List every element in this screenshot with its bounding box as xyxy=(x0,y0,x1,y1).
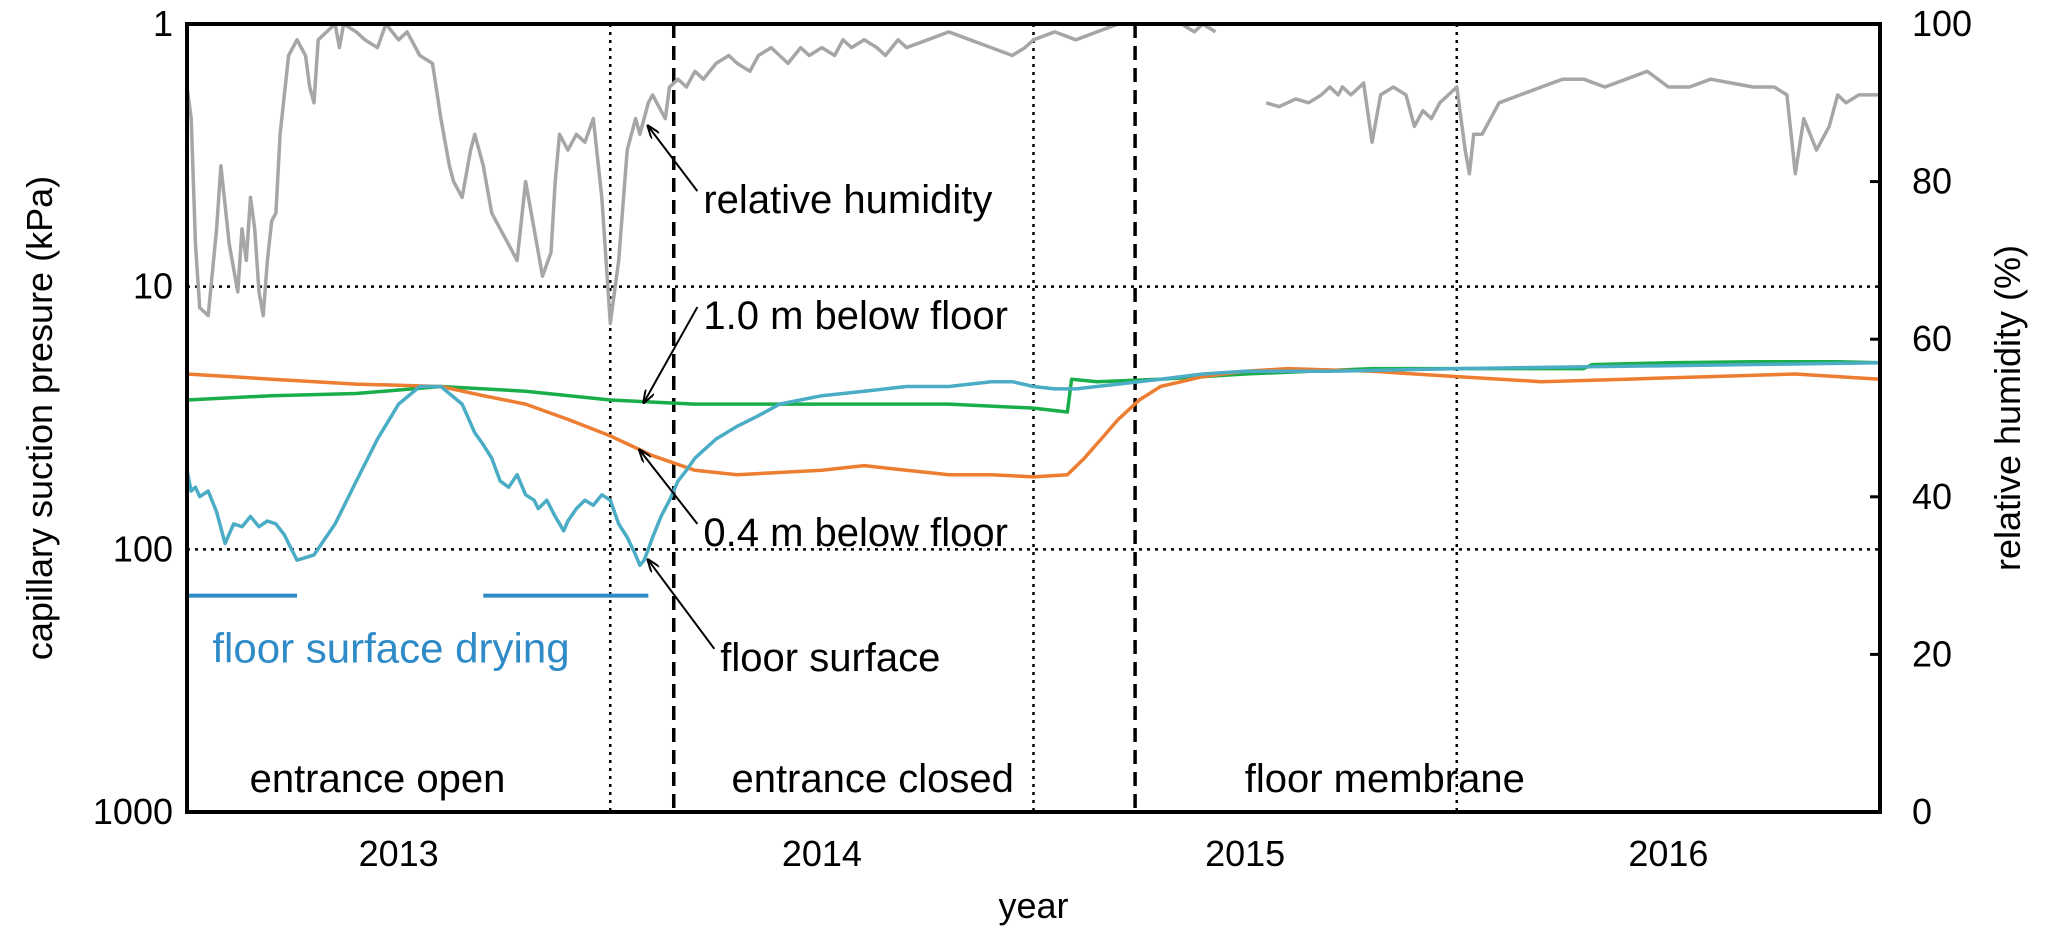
y-axis-right-title: relative humidity (%) xyxy=(1987,245,2028,571)
y-right-tick-label: 60 xyxy=(1912,318,1952,359)
annotations: relative humidity 1.0 m below floor 0.4 m … xyxy=(250,126,1525,801)
grid-lines xyxy=(187,24,1880,812)
annotation-label: floor surface xyxy=(720,636,940,680)
drying-label: floor surface drying xyxy=(212,625,569,672)
annotation-label: relative humidity xyxy=(703,178,992,222)
series-relative-humidity xyxy=(1265,69,1880,176)
series-1-0-m-below-floor xyxy=(186,359,1881,414)
phase-label: entrance open xyxy=(250,757,506,801)
annotation-arrow xyxy=(644,306,699,402)
plot-frame xyxy=(185,22,1882,814)
y-right-tick-label: 0 xyxy=(1912,791,1932,832)
y-right-tick-label: 20 xyxy=(1912,633,1952,674)
x-tick-label: 2015 xyxy=(1205,833,1285,874)
annotation-arrow xyxy=(648,560,716,650)
series-relative-humidity xyxy=(185,22,1217,326)
y-right-tick-label: 40 xyxy=(1912,476,1952,517)
x-tick-label: 2014 xyxy=(782,833,862,874)
y-left-tick-label: 10 xyxy=(133,266,173,307)
annotation-label: 0.4 m below floor xyxy=(703,511,1008,555)
x-axis-title: year xyxy=(998,885,1068,926)
series-floor-surface xyxy=(185,361,1881,568)
y-left-tick-label: 100 xyxy=(113,528,173,569)
axis-ticks: 1 10 100 1000 0 20 40 60 80 100 2013 2014 2015 2016 xyxy=(93,3,1972,874)
annotation-arrow xyxy=(640,450,699,525)
series-0-4-m-below-floor xyxy=(186,366,1881,479)
annotation-label: 1.0 m below floor xyxy=(703,294,1008,338)
x-tick-label: 2016 xyxy=(1628,833,1708,874)
y-right-tick-label: 80 xyxy=(1912,161,1952,202)
annotation-arrow xyxy=(648,126,699,192)
y-axis-left-title: capillary suction presure (kPa) xyxy=(19,176,60,660)
x-tick-label: 2013 xyxy=(359,833,439,874)
y-left-tick-label: 1000 xyxy=(93,791,173,832)
series-layer xyxy=(185,22,1881,568)
y-left-tick-label: 1 xyxy=(153,3,173,44)
phase-label: floor membrane xyxy=(1245,757,1525,801)
phase-label: entrance closed xyxy=(731,757,1013,801)
y-right-tick-label: 100 xyxy=(1912,3,1972,44)
